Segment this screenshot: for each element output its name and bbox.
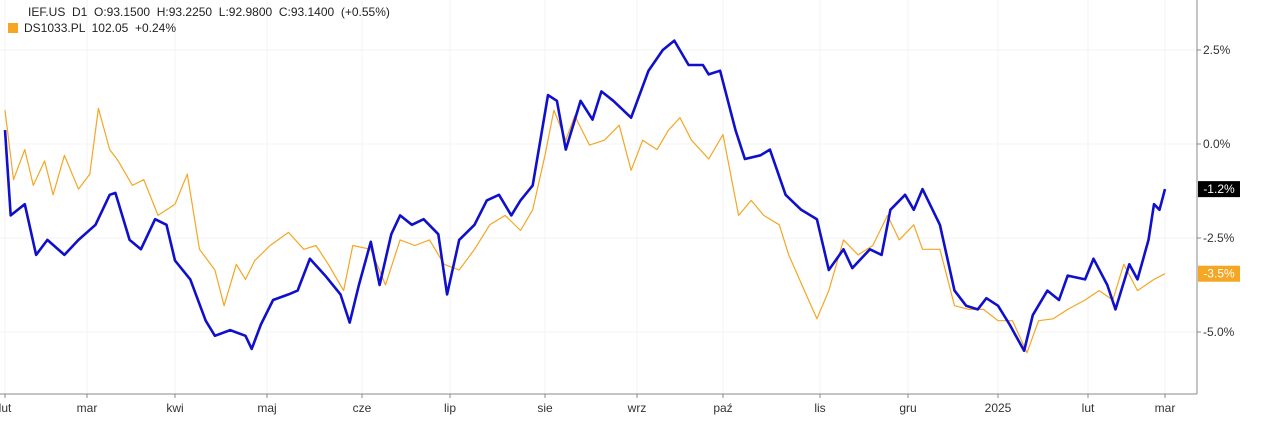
x-tick-label: mar [1155,401,1176,415]
x-tick-label: cze [353,401,372,415]
x-tick-label: mar [77,401,98,415]
x-tick-label: maj [257,401,276,415]
x-tick-label: sie [537,401,553,415]
y-tick-label: 0.0% [1203,137,1231,151]
y-tick-label: -5.0% [1203,325,1235,339]
legend: IEF.US D1 O:93.1500 H:93.2250 L:92.9800 … [8,4,390,36]
y-tick-label: -2.5% [1203,231,1235,245]
x-tick-label: gru [899,401,916,415]
legend-compare-symbol: DS1033.PL 102.05 +0.24% [24,21,177,35]
series-line [4,107,1166,354]
x-tick-label: lis [814,401,825,415]
x-tick-label: wrz [627,401,647,415]
x-tick-label: paź [713,401,732,415]
last-value-label: -1.2% [1203,182,1235,196]
x-tick-label: lut [0,401,12,415]
y-tick-label: 2.5% [1203,43,1231,57]
legend-compare-swatch [8,23,18,33]
series-ief-us [3,39,1167,353]
last-value-label: -3.5% [1203,267,1235,281]
x-tick-label: lip [444,401,456,415]
series-ds1033-pl [4,107,1166,354]
last-value-badge [1198,265,1240,282]
x-tick-label: kwi [166,401,183,415]
legend-main-symbol: IEF.US D1 O:93.1500 H:93.2250 L:92.9800 … [28,5,390,19]
x-tick-label: 2025 [985,401,1012,415]
series-line [3,39,1167,353]
last-value-badge [1198,181,1240,198]
x-tick-label: lut [1082,401,1095,415]
